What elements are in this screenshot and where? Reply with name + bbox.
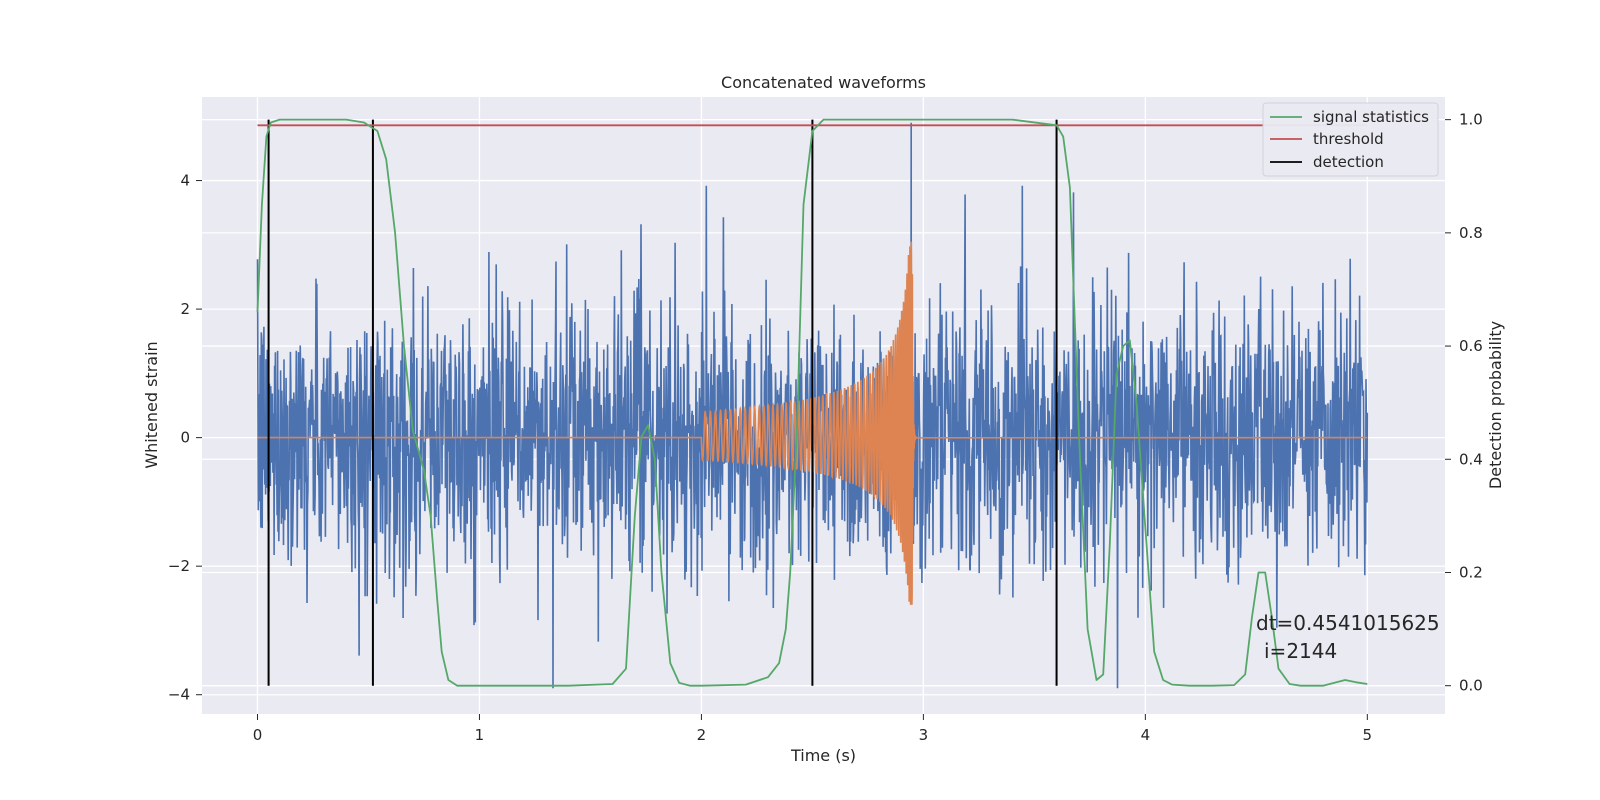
legend-box <box>1262 102 1439 177</box>
x-tick-label: 3 <box>919 726 929 744</box>
x-tick-label: 0 <box>253 726 263 744</box>
annotation-dt: dt=0.4541015625 <box>1256 611 1440 635</box>
annotation-i: i=2144 <box>1264 639 1337 663</box>
y-left-tick-label: 4 <box>180 172 190 190</box>
detection-layer <box>267 119 1058 686</box>
y-right-tick-label: 1.0 <box>1459 111 1483 129</box>
y-right-tick-label: 0.4 <box>1459 450 1483 468</box>
ticks-layer: 0 1 2 3 4 5 −4 −2 0 2 4 0.0 0.2 0.4 0.6 0.8 1.0 <box>168 111 1483 744</box>
series-line-signal-statistics <box>256 118 1368 687</box>
y-axis-label-right: Detection probability <box>1486 321 1505 489</box>
y-left-tick-label: −2 <box>168 557 190 575</box>
legend: signal statistics threshold detection <box>1262 102 1439 177</box>
series-line-injected-chirp <box>257 241 1368 605</box>
y-left-tick-label: 0 <box>180 429 190 447</box>
y-right-tick-label: 0.2 <box>1459 563 1483 581</box>
y-right-tick-label: 0.8 <box>1459 224 1483 242</box>
legend-label-signal-statistics: signal statistics <box>1313 108 1429 126</box>
x-tick-label: 1 <box>475 726 485 744</box>
y-right-tick-label: 0.0 <box>1459 677 1483 695</box>
y-left-tick-label: −4 <box>168 686 190 704</box>
x-axis-label: Time (s) <box>790 746 856 765</box>
x-tick-label: 2 <box>697 726 707 744</box>
y-axis-label-left: Whitened strain <box>142 341 161 468</box>
x-tick-label: 4 <box>1141 726 1151 744</box>
legend-label-detection: detection <box>1313 153 1384 171</box>
chart-title: Concatenated waveforms <box>721 73 926 92</box>
y-right-tick-label: 0.6 <box>1459 337 1483 355</box>
probability-layer <box>256 118 1368 687</box>
legend-label-threshold: threshold <box>1313 130 1384 148</box>
x-tick-label: 5 <box>1363 726 1373 744</box>
y-left-tick-label: 2 <box>180 300 190 318</box>
